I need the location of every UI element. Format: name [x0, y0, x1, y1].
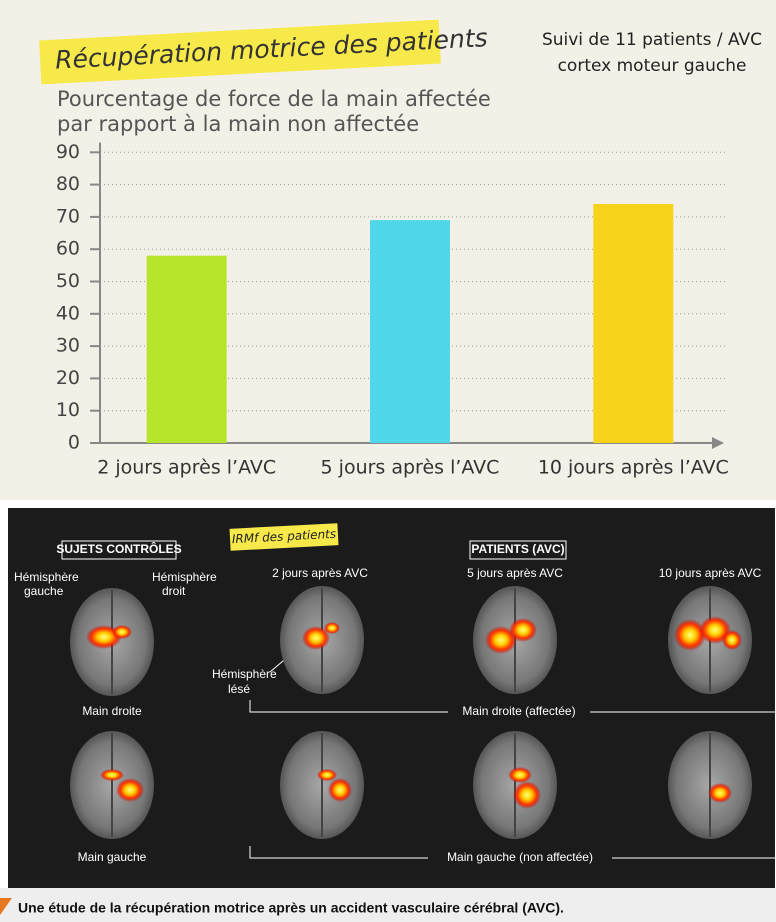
y-tick-label: 70	[56, 205, 80, 227]
activation	[328, 778, 352, 802]
bar	[370, 220, 450, 443]
activation	[317, 769, 337, 781]
activation	[508, 767, 532, 783]
annotation: Suivi de 11 patients / AVC	[542, 30, 762, 50]
header-box	[469, 540, 567, 560]
y-tick-label: 10	[56, 399, 80, 421]
caption: Une étude de la récupération motrice apr…	[18, 900, 564, 916]
tag-banner	[229, 523, 339, 551]
hemisphere-label: Hémisphère	[212, 667, 277, 681]
caption-bar	[0, 888, 776, 922]
annotation: cortex moteur gauche	[558, 56, 747, 76]
column-header: 10 jours après AVC	[659, 566, 762, 580]
row-label: Main droite (affectée)	[462, 704, 575, 718]
caption-marker	[0, 898, 12, 915]
activation	[509, 618, 537, 642]
y-tick-label: 20	[56, 367, 80, 389]
tag: IRMf des patients	[232, 527, 337, 546]
activation	[112, 625, 132, 639]
y-tick-label: 40	[56, 302, 80, 324]
column-header: 2 jours après AVC	[272, 566, 368, 580]
row-label: Main gauche	[78, 850, 147, 864]
bracket	[249, 846, 775, 859]
header: SUJETS CONTRÔLES	[56, 541, 181, 556]
row-label: Main droite	[82, 704, 142, 718]
y-label: par rapport à la main non affectée	[57, 112, 419, 136]
x-tick-label: 5 jours après l’AVC	[321, 457, 500, 479]
hemisphere-label: gauche	[24, 584, 64, 598]
activation	[302, 626, 330, 650]
activation	[722, 630, 742, 650]
activation	[513, 781, 541, 809]
bar	[593, 203, 674, 443]
y-tick-label: 0	[68, 432, 80, 454]
activation	[324, 622, 340, 634]
y-tick-label: 90	[56, 141, 80, 163]
brains	[70, 586, 752, 839]
activation	[708, 783, 732, 803]
hemisphere-label: lésé	[228, 682, 250, 696]
hemisphere-label: Hémisphère	[152, 570, 217, 584]
title-banner	[39, 19, 441, 85]
chart: 0 10 20 30 40 50 60 70 80 90 2 jours après l’AVC 5 …	[56, 141, 729, 479]
column-header: 5 jours après AVC	[467, 566, 563, 580]
activation	[674, 619, 706, 651]
y-tick-label: 50	[56, 270, 80, 292]
header-box	[61, 540, 177, 560]
header: PATIENTS (AVC)	[471, 542, 564, 556]
y-tick-label: 60	[56, 238, 80, 260]
activation	[116, 778, 144, 802]
x-tick-label: 2 jours après l’AVC	[97, 457, 276, 479]
y-tick-label: 80	[56, 173, 80, 195]
hemisphere-label: Hémisphère	[14, 570, 79, 584]
bracket	[249, 700, 775, 713]
y-tick-label: 30	[56, 335, 80, 357]
activation	[100, 769, 124, 781]
bar	[146, 255, 227, 443]
activation	[485, 626, 517, 654]
y-label: Pourcentage de force de la main affectée	[57, 87, 491, 111]
x-tick-label: 10 jours après l’AVC	[538, 457, 729, 479]
row-label: Main gauche (non affectée)	[447, 850, 593, 864]
hemisphere-label: droit	[162, 584, 186, 598]
x-axis-arrow	[712, 437, 724, 449]
